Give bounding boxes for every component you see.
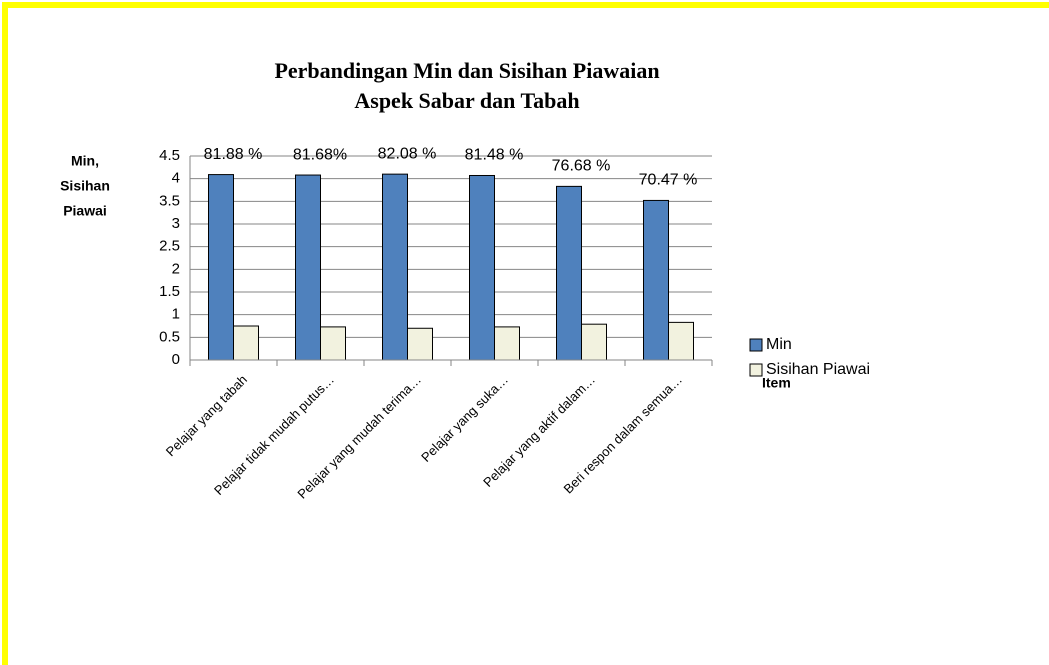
bar — [382, 173, 408, 361]
bar — [469, 174, 495, 361]
y-axis-label: Piawai — [63, 203, 107, 219]
y-tick-label: 4 — [172, 170, 180, 187]
bar — [320, 326, 346, 361]
bar — [581, 323, 607, 361]
bar — [233, 325, 259, 361]
bar — [668, 321, 694, 361]
annotation: 81.88 % — [204, 146, 263, 163]
y-tick-label: 2 — [172, 260, 180, 277]
y-tick-label: 3.5 — [159, 192, 180, 209]
legend-label: Min — [766, 336, 792, 353]
bar — [556, 185, 582, 361]
annotation: 81.68% — [293, 146, 347, 163]
chart-title: Perbandingan Min dan Sisihan Piawaian — [274, 58, 659, 83]
bar — [643, 199, 669, 361]
legend-swatch — [749, 363, 763, 377]
x-axis-label: Item — [762, 375, 791, 391]
bar — [295, 174, 321, 361]
chart-title: Aspek Sabar dan Tabah — [354, 88, 579, 113]
y-axis-label: Min, — [71, 153, 99, 169]
annotation: 82.08 % — [378, 145, 437, 162]
y-tick-label: 0.5 — [159, 328, 180, 345]
bar — [407, 327, 433, 361]
y-tick-label: 4.5 — [159, 147, 180, 164]
y-tick-label: 0 — [172, 351, 180, 368]
y-tick-label: 3 — [172, 215, 180, 232]
legend-swatch — [749, 338, 763, 352]
y-tick-label: 2.5 — [159, 238, 180, 255]
y-axis-label: Sisihan — [60, 178, 110, 194]
bar — [208, 174, 234, 361]
legend-label: Sisihan Piawai — [766, 361, 870, 378]
annotation: 76.68 % — [552, 158, 611, 175]
y-tick-label: 1 — [172, 306, 180, 323]
annotation: 70.47 % — [639, 172, 698, 189]
annotation: 81.48 % — [465, 147, 524, 164]
bar — [494, 326, 520, 361]
y-tick-label: 1.5 — [159, 283, 180, 300]
